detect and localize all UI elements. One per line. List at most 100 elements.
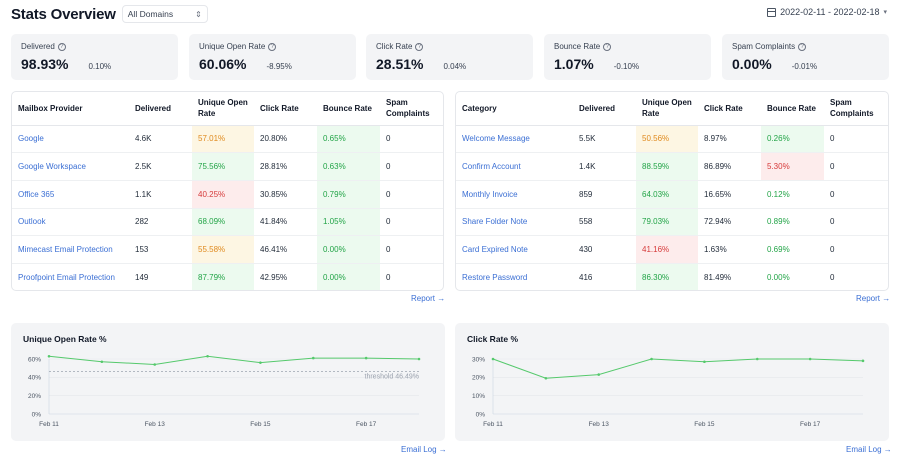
x-tick-label: Feb 15	[694, 421, 715, 428]
delivered-cell: 416	[579, 273, 593, 283]
stat-card: Click Rate? 28.51% 0.04%	[366, 34, 533, 80]
info-icon[interactable]: ?	[57, 42, 66, 51]
spam-cell: 0	[380, 125, 443, 154]
row-name-link[interactable]: Confirm Account	[456, 152, 573, 181]
stat-value-row: 0.00% -0.01%	[732, 56, 879, 72]
domain-select[interactable]: All Domains ⇕	[121, 5, 208, 23]
data-point[interactable]	[650, 357, 653, 361]
stat-label: Unique Open Rate?	[199, 42, 346, 51]
bounce-rate-cell: 1.05%	[317, 208, 380, 237]
table-row: Mimecast Email Protection 153 55.58% 46.41%…	[12, 235, 443, 264]
bounce-rate-cell: 0.69%	[761, 235, 824, 264]
delivered-cell: 282	[129, 208, 192, 237]
table-row: Monthly Invoice 859 64.03% 16.65% 0.12% 0	[456, 180, 888, 209]
info-icon[interactable]: ?	[603, 42, 612, 51]
data-point[interactable]	[755, 357, 759, 361]
row-name-link[interactable]: Mimecast Email Protection	[12, 235, 129, 264]
data-point[interactable]	[417, 357, 421, 361]
calendar-icon	[767, 7, 777, 17]
click-rate-cell: 1.63%	[698, 235, 761, 264]
data-point[interactable]	[364, 356, 368, 360]
stat-value: 0.00%	[732, 56, 772, 72]
row-name-link[interactable]: Google	[12, 125, 129, 154]
row-name-link[interactable]: Google Workspace	[12, 152, 129, 181]
click-rate-email-log-link[interactable]: Email Log →	[846, 445, 892, 454]
row-name-link[interactable]: Outlook	[12, 208, 129, 237]
category-report-link[interactable]: Report →	[856, 294, 891, 303]
open-rate-chart-card: Unique Open Rate % 0% 20% 40% 60% Feb 11 Feb …	[11, 323, 445, 441]
row-name-link[interactable]: Welcome Message	[456, 125, 573, 154]
date-range-picker[interactable]: 2022-02-11 - 2022-02-18 ▾	[767, 7, 887, 17]
open-rate-email-log-link[interactable]: Email Log →	[401, 445, 447, 454]
x-tick-label: Feb 17	[800, 421, 821, 428]
info-icon[interactable]: ?	[798, 42, 807, 51]
open-rate-cell: 57.01%	[192, 125, 254, 154]
click-rate-cell: 28.81%	[254, 152, 317, 181]
open-rate-cell: 86.30%	[636, 263, 698, 290]
stat-label-text: Bounce Rate	[554, 42, 601, 51]
stat-value-row: 1.07% -0.10%	[554, 56, 701, 72]
table-row: Card Expired Note 430 41.16% 1.63% 0.69% 0	[456, 235, 888, 264]
row-name-link[interactable]: Office 365	[12, 180, 129, 209]
stat-delta: -8.95%	[266, 62, 292, 71]
row-name-link[interactable]: Restore Password	[462, 273, 528, 283]
delivered-cell: 153	[129, 235, 192, 264]
chart-title: Click Rate %	[467, 334, 519, 344]
bounce-rate-cell: 0.65%	[317, 125, 380, 154]
row-name-link[interactable]: Share Folder Note	[456, 208, 573, 237]
series-line	[492, 358, 864, 379]
y-tick-label: 20%	[472, 375, 485, 382]
click-rate-cell: 42.95%	[260, 273, 288, 283]
click-rate-cell: 72.94%	[698, 208, 761, 237]
click-rate-cell: 86.89%	[698, 152, 761, 181]
row-name-link[interactable]: Monthly Invoice	[456, 180, 573, 209]
spam-cell: 0	[824, 235, 888, 264]
data-point[interactable]	[861, 359, 865, 363]
data-point[interactable]	[47, 354, 51, 358]
stat-card: Bounce Rate? 1.07% -0.10%	[544, 34, 711, 80]
row-name-link[interactable]: Card Expired Note	[456, 235, 573, 264]
delivered-cell: 4.6K	[129, 125, 192, 154]
x-tick-label: Feb 17	[356, 421, 377, 428]
delivered-cell: 2.5K	[129, 152, 192, 181]
data-point[interactable]	[311, 356, 315, 360]
table-header-row: Mailbox Provider Delivered Unique Open Rat…	[12, 92, 443, 126]
stat-label: Click Rate?	[376, 42, 523, 51]
delivered-cell: 859	[573, 180, 636, 209]
data-point[interactable]	[259, 361, 262, 364]
stat-value: 60.06%	[199, 56, 247, 72]
spam-cell: 0	[380, 208, 443, 237]
bounce-rate-cell: 0.12%	[761, 180, 824, 209]
data-point[interactable]	[153, 363, 157, 366]
click-rate-chart-card: Click Rate % 0% 10% 20% 30% Feb 11 Feb 13 Feb …	[455, 323, 889, 441]
stat-card: Delivered? 98.93% 0.10%	[11, 34, 178, 80]
column-header: Bounce Rate	[761, 92, 824, 126]
open-rate-cell: 41.16%	[636, 235, 698, 264]
x-tick-label: Feb 11	[483, 421, 503, 428]
row-name-link[interactable]: Proofpoint Email Protection	[18, 273, 115, 283]
open-rate-cell: 40.25%	[192, 180, 254, 209]
data-point[interactable]	[597, 373, 601, 376]
y-tick-label: 0%	[32, 411, 42, 418]
stat-value-row: 28.51% 0.04%	[376, 56, 523, 72]
threshold-label: threshold 46.49%	[365, 373, 419, 380]
series-line	[48, 355, 420, 366]
provider-report-link[interactable]: Report →	[411, 294, 446, 303]
data-point[interactable]	[808, 357, 812, 361]
open-rate-chart: 0% 20% 40% 60% Feb 11 Feb 13 Feb 15 Feb 17 thres…	[28, 354, 421, 428]
open-rate-cell: 55.58%	[192, 235, 254, 264]
data-point[interactable]	[491, 357, 495, 361]
spam-cell: 0	[380, 235, 443, 264]
stat-delta: -0.10%	[613, 62, 640, 71]
data-point[interactable]	[206, 354, 209, 358]
chevron-down-icon: ▾	[883, 9, 887, 16]
data-point[interactable]	[703, 360, 706, 364]
column-header: Bounce Rate	[317, 92, 380, 126]
info-icon[interactable]: ?	[268, 42, 277, 51]
stat-label-text: Spam Complaints	[732, 42, 796, 51]
data-point[interactable]	[544, 376, 548, 380]
data-point[interactable]	[100, 360, 104, 364]
spam-cell: 0	[824, 152, 888, 181]
stat-value: 1.07%	[554, 56, 594, 72]
info-icon[interactable]: ?	[415, 42, 424, 51]
